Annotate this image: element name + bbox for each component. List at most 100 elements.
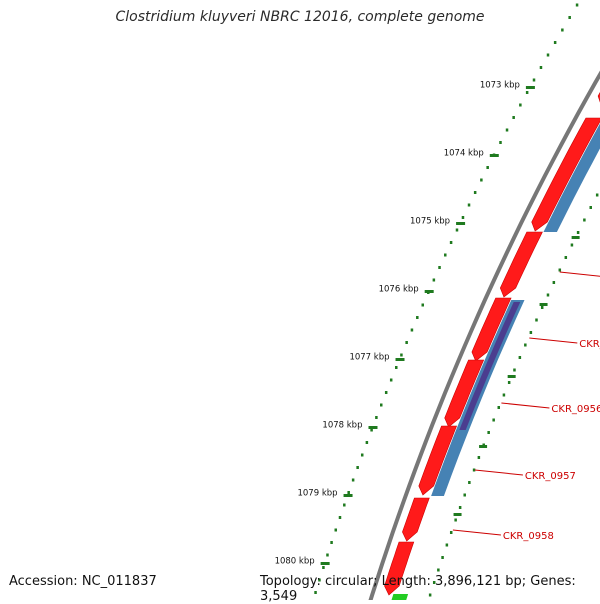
- scale-dot: [524, 344, 527, 347]
- scale-tick-label: 1073 kbp: [480, 81, 520, 91]
- scale-dot: [433, 279, 436, 282]
- scale-dot: [446, 544, 449, 547]
- scale-dot: [492, 419, 495, 422]
- scale-dot: [343, 504, 346, 507]
- scale-tick: [425, 290, 434, 293]
- gene-label: CKR_0957: [525, 471, 576, 482]
- scale-dot: [596, 194, 599, 197]
- scale-dot: [487, 431, 490, 434]
- scale-dot: [395, 366, 398, 369]
- scale-dot: [540, 66, 543, 69]
- scale-dot: [462, 216, 465, 219]
- scale-tick: [508, 375, 516, 378]
- scale-tick-label: 1080 kbp: [275, 557, 315, 567]
- scale-dot: [385, 391, 388, 394]
- map-title: Clostridium kluyveri NBRC 12016, complet…: [0, 9, 600, 25]
- scale-dot: [519, 104, 522, 107]
- gene-label: CKR_0955: [579, 339, 600, 350]
- scale-dot: [450, 241, 453, 244]
- gene-leader-line: [475, 470, 523, 475]
- scale-dot: [474, 191, 477, 194]
- gene-label: CKR_0956: [551, 404, 600, 415]
- scale-dot: [444, 254, 447, 257]
- scale-dot: [547, 294, 550, 297]
- scale-tick-label: 1076 kbp: [379, 285, 419, 295]
- cds-arrow: [402, 498, 429, 541]
- scale-dot: [576, 4, 579, 7]
- gene-label: CKR_0958: [503, 531, 554, 542]
- scale-dot: [480, 179, 483, 182]
- scale-dot: [322, 566, 325, 569]
- scale-dot: [533, 79, 536, 82]
- scale-dot: [589, 206, 592, 209]
- scale-tick: [526, 86, 535, 89]
- scale-dot: [437, 569, 440, 572]
- scale-dot: [366, 441, 369, 444]
- scale-tick: [454, 513, 462, 516]
- scale-tick: [368, 426, 377, 429]
- scale-dot: [530, 331, 533, 334]
- scale-dot: [519, 356, 522, 359]
- scale-dot: [463, 494, 466, 497]
- scale-dot: [352, 479, 355, 482]
- scale-dot: [553, 281, 556, 284]
- scale-dot: [411, 329, 414, 332]
- cds-arrow: [500, 232, 542, 297]
- scale-dot: [416, 316, 419, 319]
- scale-dot: [390, 379, 393, 382]
- scale-dot: [326, 554, 329, 557]
- scale-dot: [583, 219, 586, 222]
- scale-dot: [547, 54, 550, 57]
- scale-dot: [438, 266, 441, 269]
- scale-dot: [512, 116, 515, 119]
- scale-dot: [454, 519, 457, 522]
- scale-tick: [321, 562, 330, 565]
- scale-dot: [513, 369, 516, 372]
- scale-dot: [459, 506, 462, 509]
- scale-tick: [456, 222, 465, 225]
- scale-dot: [561, 29, 564, 32]
- scale-tick: [344, 494, 353, 497]
- gene-leader-line: [560, 272, 600, 277]
- scale-dot: [468, 481, 471, 484]
- scale-tick-label: 1078 kbp: [322, 421, 362, 431]
- scale-dot: [577, 231, 580, 234]
- scale-dot: [339, 516, 342, 519]
- scale-dot: [380, 404, 383, 407]
- scale-dot: [486, 166, 489, 169]
- scale-dot: [526, 91, 529, 94]
- scale-dot: [422, 304, 425, 307]
- scale-dot: [498, 406, 501, 409]
- scale-dot: [356, 466, 359, 469]
- scale-dot: [361, 454, 364, 457]
- scale-dot: [347, 491, 350, 494]
- gene-leader-line: [529, 338, 577, 343]
- scale-tick-label: 1079 kbp: [297, 489, 337, 499]
- scale-dot: [441, 556, 444, 559]
- scale-dot: [571, 244, 574, 247]
- scale-dot: [565, 256, 568, 259]
- scale-dot: [405, 341, 408, 344]
- gene-leader-line: [453, 530, 501, 535]
- scale-tick: [572, 236, 580, 239]
- scale-dot: [478, 456, 481, 459]
- scale-dot: [541, 306, 544, 309]
- scale-dot: [554, 41, 557, 44]
- scale-dot: [375, 416, 378, 419]
- scale-tick: [479, 445, 487, 448]
- scale-dot: [330, 541, 333, 544]
- scale-dot: [468, 204, 471, 207]
- scale-dot: [450, 531, 453, 534]
- scale-tick: [396, 358, 405, 361]
- scale-dot: [508, 381, 511, 384]
- scale-tick-label: 1075 kbp: [410, 217, 450, 227]
- scale-dot: [499, 141, 502, 144]
- scale-dot: [535, 319, 538, 322]
- scale-dot: [335, 529, 338, 532]
- scale-dot: [506, 129, 509, 132]
- gene-leader-line: [501, 403, 549, 408]
- scale-tick-label: 1077 kbp: [349, 353, 389, 363]
- scale-dot: [400, 354, 403, 357]
- scale-dot: [503, 394, 506, 397]
- accession-text: Accession: NC_011837: [9, 574, 157, 589]
